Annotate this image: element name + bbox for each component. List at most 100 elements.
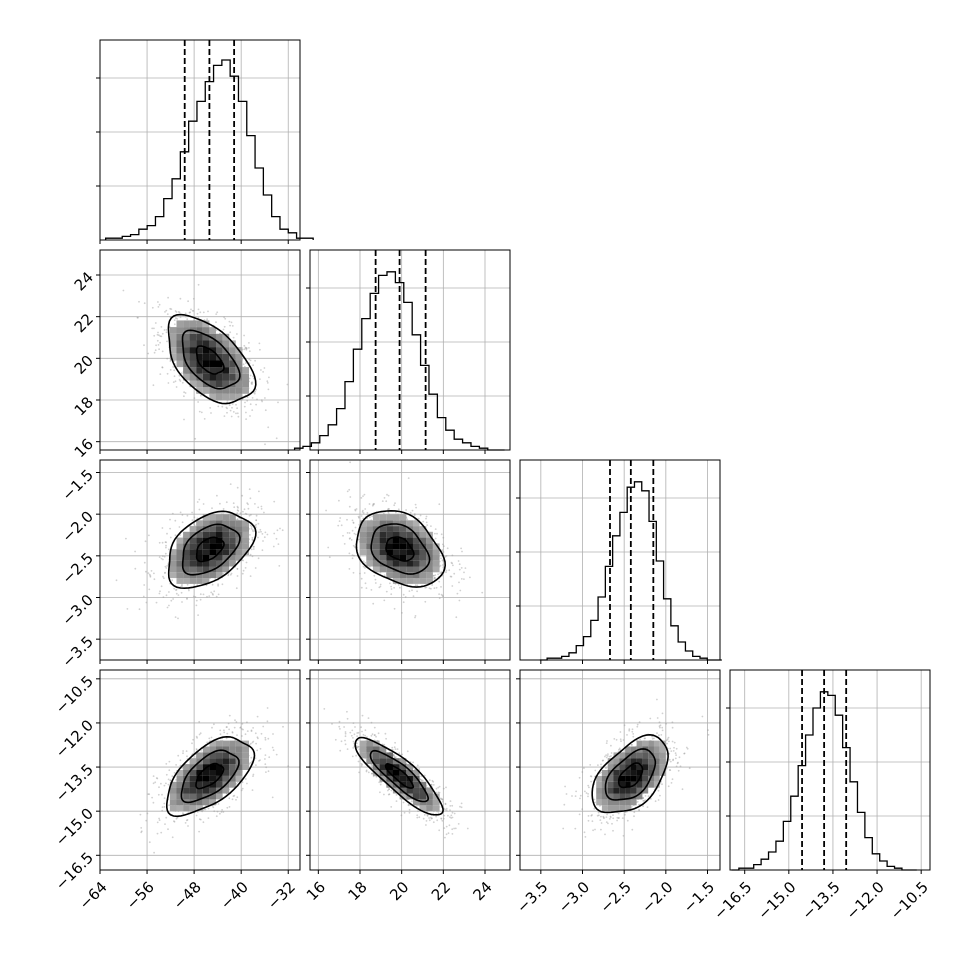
scatter-point <box>364 561 367 564</box>
density-cell <box>189 526 197 532</box>
density-cell <box>202 531 210 538</box>
scatter-point <box>194 596 197 598</box>
density-cell <box>399 531 407 538</box>
density-cell <box>169 560 177 567</box>
scatter-point <box>405 509 407 511</box>
scatter-point <box>451 828 454 831</box>
scatter-point <box>158 556 161 558</box>
scatter-point <box>246 399 249 402</box>
scatter-point <box>434 528 437 530</box>
density-cell <box>392 543 400 550</box>
density-cell <box>386 549 393 555</box>
density-cell <box>372 520 380 527</box>
density-cell <box>176 560 184 567</box>
scatter-point <box>441 549 444 551</box>
scatter-point <box>240 789 243 792</box>
scatter-point <box>183 418 185 421</box>
scatter-point <box>169 369 172 371</box>
scatter-point <box>325 509 327 512</box>
scatter-point <box>241 494 244 497</box>
scatter-point <box>148 588 151 591</box>
scatter-point <box>190 308 192 311</box>
scatter-point <box>252 775 254 777</box>
scatter-point <box>178 311 181 314</box>
density-cell <box>229 740 236 747</box>
scatter-point <box>247 507 250 510</box>
density-cell <box>202 787 210 794</box>
scatter-point <box>430 587 432 590</box>
scatter-point <box>153 851 156 854</box>
density-cell <box>229 764 236 770</box>
scatter-point <box>237 510 240 512</box>
scatter-point <box>232 795 235 797</box>
scatter-point <box>193 397 196 399</box>
scatter-point <box>184 312 187 315</box>
density-cell <box>196 770 203 776</box>
scatter-point <box>379 791 381 794</box>
density-cell <box>216 572 223 579</box>
scatter-point <box>430 817 433 820</box>
scatter-point <box>179 759 182 762</box>
density-cell <box>202 340 210 348</box>
density-cell <box>202 775 210 782</box>
density-cell <box>196 543 203 550</box>
density-cell <box>412 566 420 573</box>
scatter-point <box>250 527 253 530</box>
density-cell <box>209 333 216 341</box>
density-cell <box>196 373 203 381</box>
scatter-point <box>145 570 147 573</box>
scatter-point <box>441 798 443 800</box>
scatter-point <box>152 801 155 804</box>
density-cell <box>176 360 184 368</box>
scatter-point <box>143 584 146 586</box>
density-cell <box>386 526 393 532</box>
density-cell <box>209 549 216 555</box>
scatter-point <box>230 572 233 575</box>
scatter-point <box>348 488 351 491</box>
scatter-point <box>148 793 151 796</box>
scatter-point <box>391 746 394 749</box>
density-cell <box>189 793 197 800</box>
density-cell <box>235 360 243 368</box>
scatter-point <box>425 820 428 822</box>
scatter-point <box>198 830 201 833</box>
scatter-point <box>199 818 202 821</box>
density-cell <box>189 560 197 567</box>
scatter-point <box>134 550 137 553</box>
scatter-point <box>451 562 454 565</box>
scatter-point <box>122 289 125 292</box>
scatter-point <box>249 575 252 577</box>
scatter-point <box>258 342 261 345</box>
scatter-point <box>357 538 360 541</box>
scatter-point <box>188 589 190 592</box>
scatter-point <box>366 513 369 516</box>
density-cell <box>209 752 216 759</box>
scatter-point <box>266 533 269 536</box>
scatter-point <box>208 737 211 740</box>
density-cell <box>216 537 223 544</box>
scatter-point <box>370 721 373 724</box>
scatter-point <box>186 583 189 586</box>
density-cell <box>399 549 407 555</box>
density-cell <box>176 340 184 348</box>
scatter-point <box>159 341 162 344</box>
density-cell <box>209 799 216 806</box>
scatter-point <box>407 804 410 807</box>
scatter-point <box>344 739 346 742</box>
density-cell <box>359 520 367 527</box>
density-cell <box>183 537 190 544</box>
scatter-point <box>249 359 252 362</box>
scatter-point <box>216 810 219 813</box>
scatter-point <box>353 554 355 557</box>
density-cell <box>189 554 197 561</box>
scatter-point <box>442 536 445 539</box>
scatter-point <box>434 537 437 540</box>
scatter-point <box>163 797 166 799</box>
scatter-point <box>236 518 239 521</box>
scatter-point <box>207 310 209 313</box>
scatter-point <box>199 593 202 596</box>
density-cell <box>235 554 243 561</box>
density-cell <box>432 554 440 561</box>
density-cell <box>209 787 216 794</box>
scatter-point <box>460 567 463 569</box>
